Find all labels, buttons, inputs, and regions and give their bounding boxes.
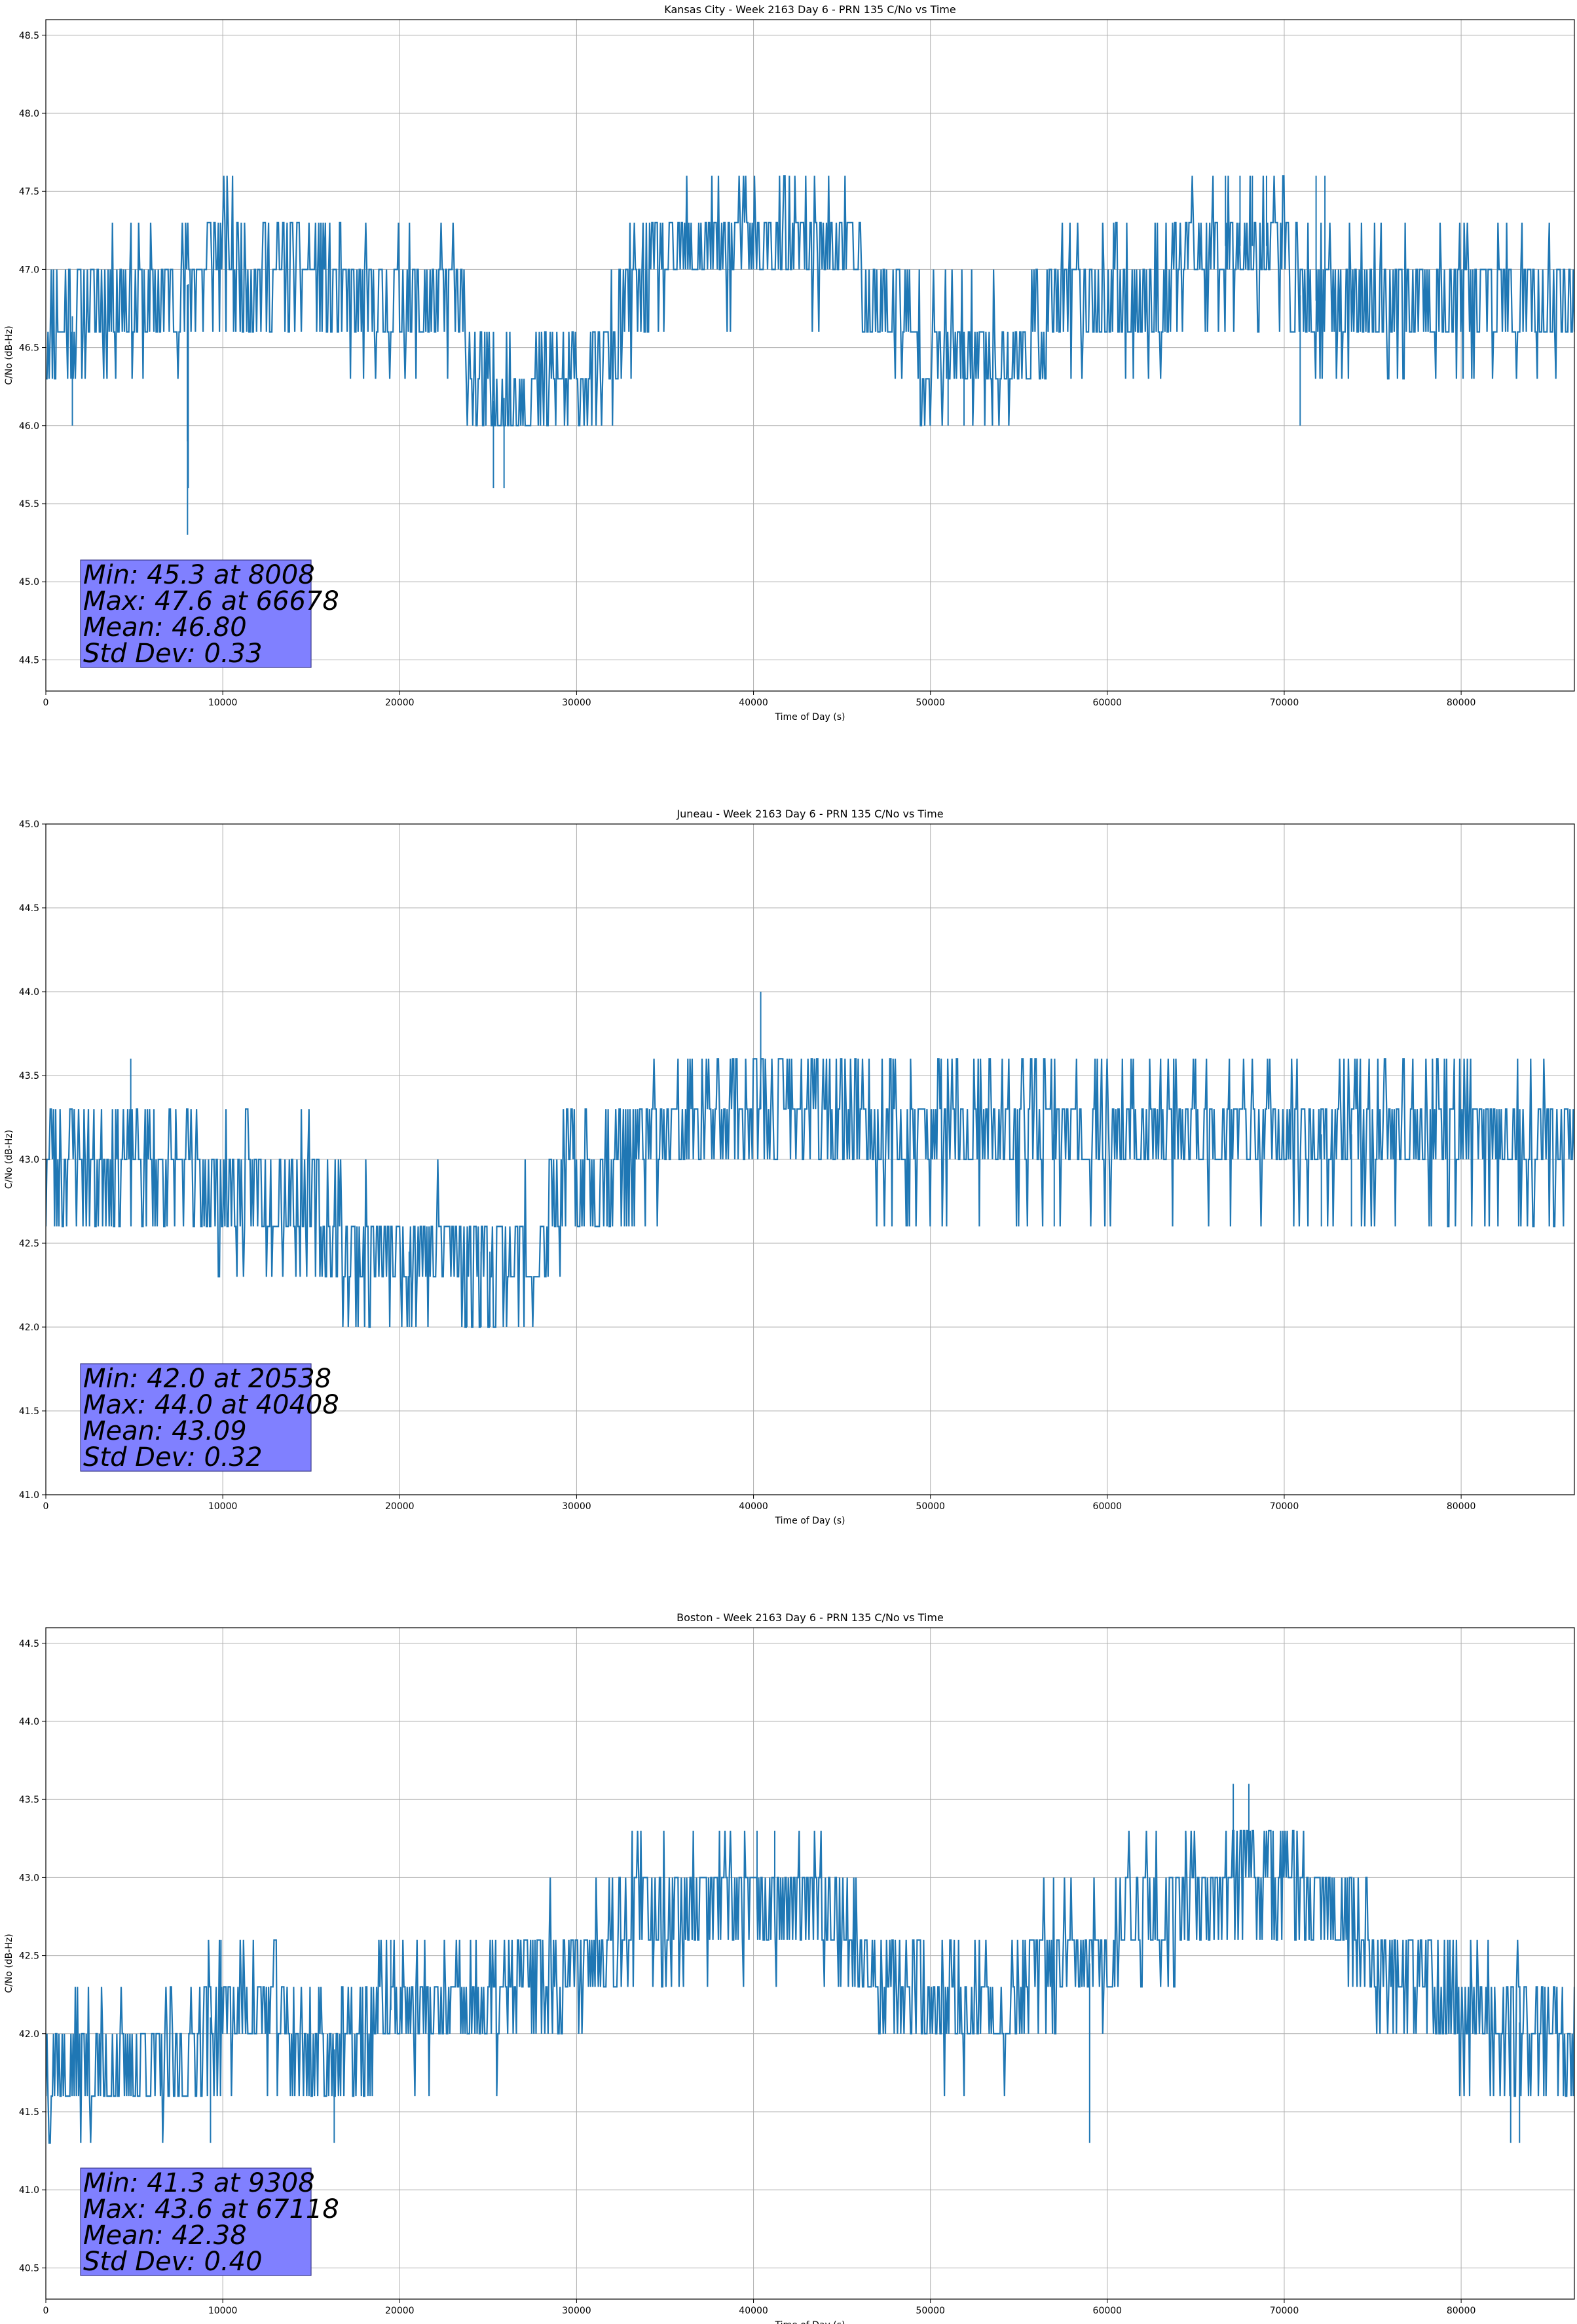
- x-tick-label: 0: [43, 1501, 49, 1512]
- y-tick-label: 41.5: [19, 1406, 39, 1417]
- stats-line: Mean: 42.38: [83, 2221, 247, 2251]
- chart-panel: 0 10000 20000 30000 40000 50000 60000 70000 8000…: [4, 808, 1575, 1526]
- chart-panel: 0 10000 20000 30000 40000 50000 60000 70000 8000…: [4, 1611, 1575, 2324]
- x-tick-label: 30000: [562, 698, 591, 708]
- stats-line: Min: 42.0 at 20538: [83, 1364, 331, 1394]
- x-axis-label: Time of Day (s): [775, 2320, 845, 2324]
- y-tick-label: 47.5: [19, 187, 39, 197]
- y-axis-label: C/No (dB-Hz): [4, 1934, 14, 1993]
- series-group: [46, 175, 1574, 535]
- stats-line: Mean: 43.09: [83, 1416, 247, 1446]
- x-tick-label: 10000: [208, 698, 238, 708]
- y-tick-label: 44.5: [19, 1639, 39, 1649]
- x-axis-label: Time of Day (s): [775, 712, 845, 722]
- y-tick-label: 42.5: [19, 1239, 39, 1249]
- y-tick-label: 47.0: [19, 265, 39, 275]
- y-axis-label: C/No (dB-Hz): [4, 326, 14, 384]
- x-tick-label: 60000: [1093, 698, 1122, 708]
- y-tick-label: 43.0: [19, 1155, 39, 1165]
- y-tick-label: 41.0: [19, 2185, 39, 2196]
- x-tick-label: 30000: [562, 2306, 591, 2316]
- y-tick-label: 46.0: [19, 421, 39, 432]
- x-tick-label: 10000: [208, 1501, 238, 1512]
- y-tick-label: 44.5: [19, 655, 39, 665]
- x-tick-label: 0: [43, 698, 49, 708]
- axes-frame: [45, 19, 1575, 692]
- stats-line: Min: 41.3 at 9308: [83, 2168, 315, 2198]
- y-tick-label: 41.0: [19, 1490, 39, 1501]
- stats-line: Max: 43.6 at 67118: [83, 2194, 339, 2224]
- stats-line: Max: 47.6 at 66678: [83, 586, 339, 616]
- x-tick-label: 70000: [1270, 1501, 1299, 1512]
- x-tick-label: 60000: [1093, 1501, 1122, 1512]
- chart-panel: 0 10000 20000 30000 40000 50000 60000 70000 8000…: [4, 3, 1575, 722]
- x-tick-label: 40000: [739, 698, 768, 708]
- x-tick-label: 80000: [1447, 2306, 1476, 2316]
- x-tick-label: 20000: [385, 2306, 415, 2316]
- x-axis-label: Time of Day (s): [775, 1516, 845, 1526]
- series-line: [46, 175, 1574, 426]
- y-tick-label: 41.5: [19, 2107, 39, 2118]
- x-tick-label: 70000: [1270, 698, 1299, 708]
- y-tick-label: 45.0: [19, 819, 39, 830]
- stats-line: Std Dev: 0.32: [83, 1442, 263, 1472]
- y-tick-label: 44.0: [19, 1717, 39, 1727]
- y-tick-label: 44.0: [19, 987, 39, 998]
- stats-line: Min: 45.3 at 8008: [83, 560, 315, 590]
- stats-box-background: [80, 2167, 312, 2276]
- x-tick-label: 0: [43, 2306, 49, 2316]
- series-group: [46, 1784, 1574, 2144]
- x-tick-label: 20000: [385, 698, 415, 708]
- x-tick-label: 80000: [1447, 1501, 1476, 1512]
- chart-title: Boston - Week 2163 Day 6 - PRN 135 C/No …: [677, 1611, 944, 1624]
- axes-frame: [45, 1627, 1575, 2300]
- y-tick-label: 43.5: [19, 1071, 39, 1081]
- x-tick-label: 40000: [739, 1501, 768, 1512]
- x-tick-label: 50000: [916, 1501, 945, 1512]
- y-axis-label: C/No (dB-Hz): [4, 1130, 14, 1189]
- y-tick-label: 48.5: [19, 31, 39, 41]
- x-tick-label: 30000: [562, 1501, 591, 1512]
- series-group: [46, 992, 1574, 1328]
- stats-box-background: [80, 1363, 312, 1472]
- y-tick-label: 42.0: [19, 1322, 39, 1333]
- y-tick-label: 45.5: [19, 499, 39, 510]
- stats-line: Max: 44.0 at 40408: [83, 1390, 339, 1420]
- y-tick-label: 42.5: [19, 1951, 39, 1962]
- x-tick-label: 50000: [916, 2306, 945, 2316]
- series-line: [46, 1058, 1574, 1328]
- y-tick-label: 43.0: [19, 1873, 39, 1883]
- x-tick-label: 20000: [385, 1501, 415, 1512]
- chart-title: Kansas City - Week 2163 Day 6 - PRN 135 …: [664, 3, 955, 16]
- y-tick-label: 44.5: [19, 903, 39, 914]
- y-tick-label: 40.5: [19, 2263, 39, 2274]
- series-line: [46, 1829, 1574, 2144]
- chart-title: Juneau - Week 2163 Day 6 - PRN 135 C/No …: [676, 808, 943, 820]
- y-tick-label: 46.5: [19, 343, 39, 354]
- y-tick-label: 48.0: [19, 109, 39, 119]
- x-tick-label: 80000: [1447, 698, 1476, 708]
- x-tick-label: 70000: [1270, 2306, 1299, 2316]
- x-tick-label: 50000: [916, 698, 945, 708]
- stats-line: Mean: 46.80: [83, 612, 247, 643]
- stats-line: Std Dev: 0.40: [83, 2247, 263, 2277]
- stats-box-background: [80, 559, 312, 668]
- x-tick-label: 40000: [739, 2306, 768, 2316]
- y-tick-label: 45.0: [19, 577, 39, 588]
- x-tick-label: 10000: [208, 2306, 238, 2316]
- stats-line: Std Dev: 0.33: [83, 639, 263, 669]
- x-tick-label: 60000: [1093, 2306, 1122, 2316]
- y-tick-label: 42.0: [19, 2029, 39, 2040]
- y-tick-label: 43.5: [19, 1795, 39, 1805]
